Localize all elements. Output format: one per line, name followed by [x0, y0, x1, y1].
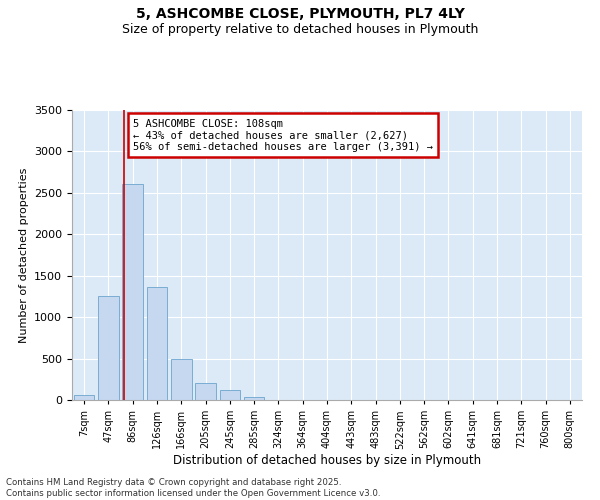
Text: Contains HM Land Registry data © Crown copyright and database right 2025.
Contai: Contains HM Land Registry data © Crown c…	[6, 478, 380, 498]
Text: Size of property relative to detached houses in Plymouth: Size of property relative to detached ho…	[122, 22, 478, 36]
Text: 5 ASHCOMBE CLOSE: 108sqm
← 43% of detached houses are smaller (2,627)
56% of sem: 5 ASHCOMBE CLOSE: 108sqm ← 43% of detach…	[133, 118, 433, 152]
Text: 5, ASHCOMBE CLOSE, PLYMOUTH, PL7 4LY: 5, ASHCOMBE CLOSE, PLYMOUTH, PL7 4LY	[136, 8, 464, 22]
Bar	[122, 184, 143, 400]
Bar	[74, 396, 94, 400]
Bar	[171, 358, 191, 400]
Bar	[195, 382, 216, 400]
X-axis label: Distribution of detached houses by size in Plymouth: Distribution of detached houses by size …	[173, 454, 481, 467]
Bar	[146, 288, 167, 400]
Bar	[98, 296, 119, 400]
Bar	[244, 397, 265, 400]
Bar	[220, 390, 240, 400]
Y-axis label: Number of detached properties: Number of detached properties	[19, 168, 29, 342]
